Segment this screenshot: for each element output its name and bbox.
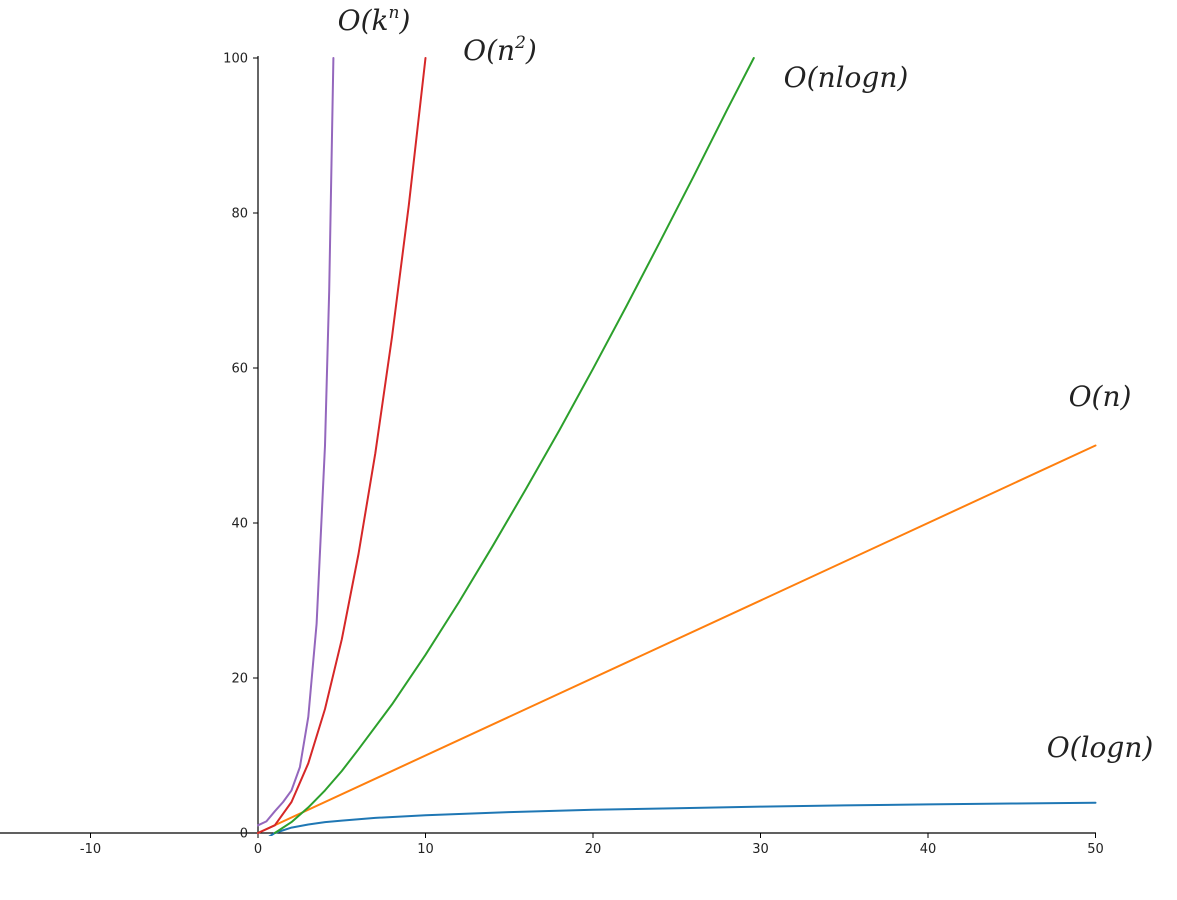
y-tick-label: 80	[231, 207, 248, 222]
annotation-exponent: 2	[514, 33, 526, 53]
annotation-prefix: O(	[338, 4, 373, 37]
annotation-suffix: )	[525, 34, 537, 67]
axes: -10 0 10 20 30 40 50 0 20 40 60 80 100	[0, 52, 1104, 857]
x-tick-label: 50	[1087, 842, 1104, 857]
y-tick-label: 0	[240, 827, 248, 842]
series-annotation: O(n2)	[463, 33, 537, 67]
annotation-prefix: O(	[784, 61, 819, 94]
annotation-prefix: O(	[1047, 731, 1082, 764]
series-annotation: O(n)	[1069, 380, 1132, 413]
x-tick-label: 0	[254, 842, 262, 857]
annotation-variable: nlogn	[818, 61, 898, 94]
annotation-suffix: )	[1141, 731, 1153, 764]
y-tick-label: 40	[231, 517, 248, 532]
annotation-suffix: )	[896, 61, 908, 94]
x-tick-label: -10	[80, 842, 101, 857]
x-tick-label: 20	[585, 842, 602, 857]
annotation-variable: k	[372, 4, 389, 37]
series-line-quadratic-curve	[257, 57, 427, 834]
y-tick-label: 20	[231, 672, 248, 687]
series-line-linear-line	[257, 444, 1097, 834]
annotation-prefix: O(	[463, 34, 498, 67]
x-tick-label: 40	[920, 842, 937, 857]
y-tick-label: 100	[223, 52, 248, 67]
x-tick-label: 30	[752, 842, 769, 857]
series-line-exponential-curve	[257, 57, 335, 827]
series-lines	[257, 57, 1097, 836]
series-annotation: O(logn)	[1047, 731, 1154, 764]
annotation-exponent: n	[388, 3, 399, 23]
annotation-variable: n	[497, 34, 515, 67]
annotation-variable: logn	[1081, 731, 1143, 764]
series-line-logn-curve	[268, 801, 1097, 836]
series-annotations: O(logn)O(n)O(nlogn)O(n2)O(kn)	[338, 3, 1154, 764]
annotation-suffix: )	[1120, 380, 1132, 413]
y-tick-label: 60	[231, 362, 248, 377]
annotation-variable: n	[1102, 380, 1120, 413]
x-tick-label: 10	[417, 842, 434, 857]
series-line-nlogn-curve	[273, 57, 755, 834]
annotation-prefix: O(	[1069, 380, 1104, 413]
series-annotation: O(kn)	[338, 3, 411, 37]
annotation-suffix: )	[398, 4, 410, 37]
series-annotation: O(nlogn)	[784, 61, 909, 94]
